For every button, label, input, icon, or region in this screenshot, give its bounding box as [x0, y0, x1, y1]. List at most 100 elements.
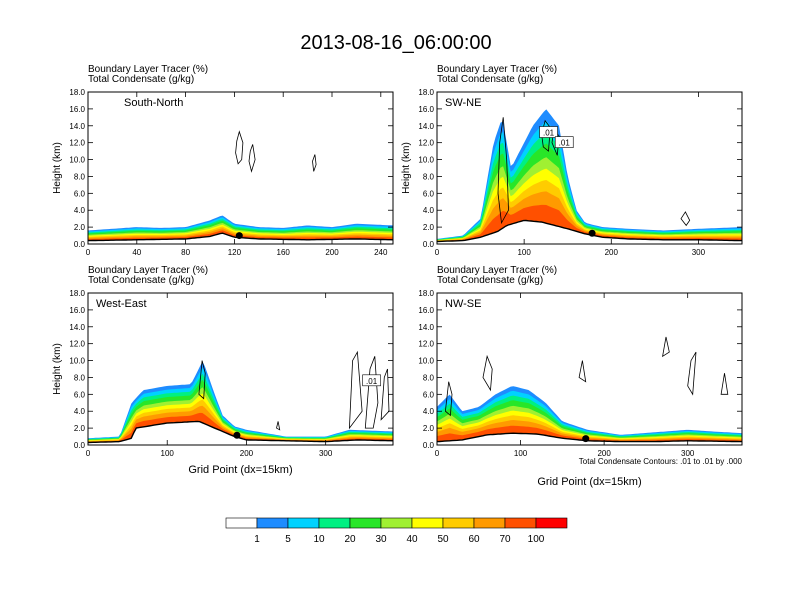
condensate-contour: [578, 360, 587, 383]
x-tick-label: 200: [325, 248, 339, 257]
panel-header-tracer: Boundary Layer Tracer (%): [437, 64, 557, 75]
condensate-contour: [312, 154, 317, 172]
y-tick-label: 16.0: [418, 105, 434, 114]
colorbar-label: 20: [344, 534, 356, 545]
panel-nw-se: Boundary Layer Tracer (%)Total Condensat…: [418, 265, 743, 488]
condensate-contour: [248, 144, 256, 173]
y-tick-label: 0.0: [423, 441, 435, 450]
condensate-contour: [348, 350, 363, 430]
colorbar-swatch: [380, 517, 413, 529]
y-tick-label: 18.0: [418, 289, 434, 298]
colorbar-swatch: [349, 517, 382, 529]
colorbar-label: 10: [313, 534, 325, 545]
y-tick-label: 6.0: [423, 390, 435, 399]
tracer-band-8: [437, 425, 742, 442]
condensate-contour: [497, 117, 509, 225]
y-tick-label: 0.0: [74, 441, 86, 450]
colorbar-label: 70: [499, 534, 511, 545]
plot-area: [437, 336, 742, 443]
panel-label: SW-NE: [445, 97, 481, 109]
y-tick-label: 16.0: [69, 105, 85, 114]
tracer-band-6: [88, 399, 393, 443]
y-axis-label: Height (km): [52, 343, 63, 395]
y-tick-label: 12.0: [418, 139, 434, 148]
condensate-contour: [235, 130, 244, 165]
y-tick-label: 0.0: [423, 240, 435, 249]
panel-header-tracer: Boundary Layer Tracer (%): [88, 64, 208, 75]
contour-label: .01: [543, 129, 555, 138]
y-axis-label: Height (km): [52, 142, 63, 194]
terrain-line: [437, 432, 742, 443]
x-tick-label: 80: [181, 248, 190, 257]
y-tick-label: 12.0: [69, 139, 85, 148]
colorbar-label: 1: [254, 534, 260, 545]
location-marker: [235, 232, 243, 240]
tracer-band-8: [88, 230, 393, 241]
contour-label-box: [362, 374, 381, 387]
y-tick-label: 10.0: [418, 357, 434, 366]
x-tick-label: 240: [374, 248, 388, 257]
x-tick-label: 0: [435, 449, 440, 458]
x-tick-label: 40: [132, 248, 141, 257]
x-tick-label: 0: [435, 248, 440, 257]
plot-area: [88, 130, 393, 242]
condensate-contour: [380, 368, 390, 421]
y-tick-label: 8.0: [74, 373, 86, 382]
x-tick-label: 100: [161, 449, 175, 458]
y-tick-label: 8.0: [423, 373, 435, 382]
colorbar-swatch: [535, 517, 568, 529]
panel-header-tracer: Boundary Layer Tracer (%): [88, 265, 208, 276]
x-tick-label: 300: [319, 449, 333, 458]
y-tick-label: 4.0: [423, 407, 435, 416]
panel-header-tracer: Boundary Layer Tracer (%): [437, 265, 557, 276]
plot-area: .01: [88, 350, 393, 444]
condensate-contour: [662, 336, 670, 358]
panel-header-condensate: Total Condensate (g/kg): [437, 74, 543, 85]
colorbar-swatch: [287, 517, 320, 529]
y-tick-label: 8.0: [74, 172, 86, 181]
x-tick-label: 200: [605, 248, 619, 257]
panel-label: South-North: [124, 97, 183, 109]
y-tick-label: 6.0: [74, 189, 86, 198]
colorbar-label: 50: [437, 534, 449, 545]
colorbar-legend: 1 5 10 20 30 40 50 60 70 100: [225, 517, 568, 545]
y-tick-label: 14.0: [418, 323, 434, 332]
x-tick-label: 100: [514, 449, 528, 458]
y-tick-label: 6.0: [423, 189, 435, 198]
colorbar-swatch: [504, 517, 537, 529]
tracer-band-7: [88, 405, 393, 443]
panel-west-east: Boundary Layer Tracer (%)Total Condensat…: [52, 265, 394, 476]
location-marker: [233, 431, 241, 439]
y-tick-label: 8.0: [423, 172, 435, 181]
colorbar-label: 30: [375, 534, 387, 545]
colorbar-label: 60: [468, 534, 480, 545]
y-tick-label: 14.0: [418, 122, 434, 131]
panel-header-condensate: Total Condensate (g/kg): [88, 74, 194, 85]
y-tick-label: 10.0: [69, 357, 85, 366]
colorbar-swatch: [256, 517, 289, 529]
colorbar-swatch: [442, 517, 475, 529]
x-tick-label: 120: [228, 248, 242, 257]
x-tick-label: 300: [692, 248, 706, 257]
panel-frame: [436, 91, 743, 245]
terrain-line: [88, 420, 393, 444]
y-tick-label: 2.0: [74, 223, 86, 232]
y-tick-label: 18.0: [418, 88, 434, 97]
location-marker: [582, 435, 590, 443]
colorbar-label: 100: [528, 534, 545, 545]
figure-title: 2013-08-16_06:00:00: [300, 32, 492, 54]
x-axis-label: Grid Point (dx=15km): [188, 464, 292, 476]
x-axis-label: Grid Point (dx=15km): [537, 476, 641, 488]
y-tick-label: 18.0: [69, 88, 85, 97]
condensate-contour: [687, 351, 697, 396]
y-tick-label: 16.0: [69, 306, 85, 315]
colorbar-label: 40: [406, 534, 418, 545]
tracer-band-8: [437, 204, 742, 242]
location-marker: [588, 229, 596, 237]
contour-label-box: [539, 126, 558, 138]
y-tick-label: 12.0: [418, 340, 434, 349]
y-tick-label: 16.0: [418, 306, 434, 315]
plot-area: .01 .01: [437, 109, 742, 243]
x-tick-label: 0: [86, 248, 91, 257]
